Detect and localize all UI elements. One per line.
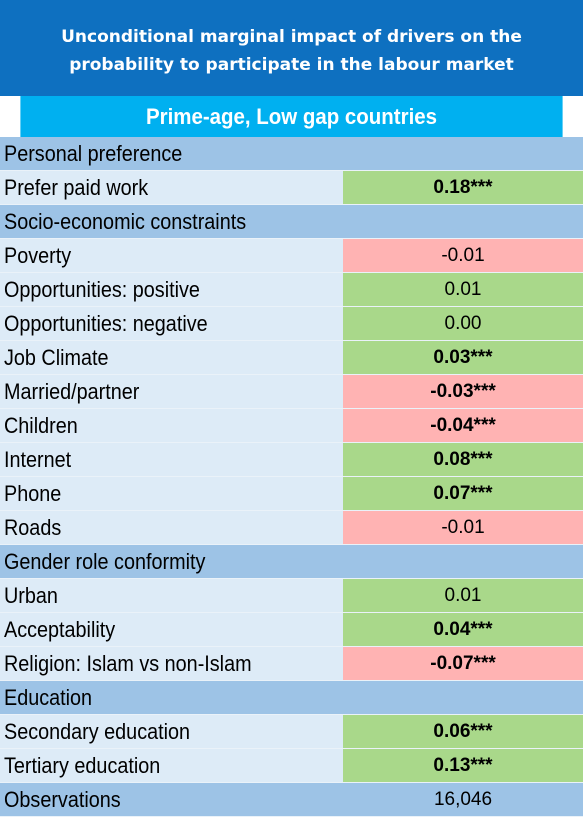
row-label-text: Phone (4, 481, 62, 506)
row-label-text: Observations (4, 787, 121, 812)
row-label-text: Urban (4, 583, 58, 608)
row-label: Religion: Islam vs non-Islam (0, 647, 343, 680)
row-label-text: Personal preference (4, 141, 183, 166)
coefficient-cell: 0.08*** (343, 443, 583, 476)
row-label: Roads (0, 511, 343, 544)
table-subtitle: Prime-age, Low gap countries (20, 96, 563, 137)
section-label: Socio-economic constraints (0, 205, 583, 238)
table-row: Married/partner -0.03*** (0, 375, 583, 409)
row-label: Tertiary education (0, 749, 343, 782)
row-label-text: Opportunities: positive (4, 277, 200, 302)
table-title-line-2: probability to participate in the labour… (69, 55, 514, 75)
row-label: Phone (0, 477, 343, 510)
section-header-row: Gender role conformity (0, 545, 583, 579)
row-label-text: Gender role conformity (4, 549, 206, 574)
table-title: Unconditional marginal impact of drivers… (0, 0, 583, 96)
row-label: Internet (0, 443, 343, 476)
row-label-text: Socio-economic constraints (4, 209, 247, 234)
coefficient-cell: 0.01 (343, 579, 583, 612)
row-label: Children (0, 409, 343, 442)
row-label: Married/partner (0, 375, 343, 408)
table-row: Tertiary education 0.13*** (0, 749, 583, 783)
table-row: Religion: Islam vs non-Islam -0.07*** (0, 647, 583, 681)
observations-row: Observations 16,046 (0, 783, 583, 817)
row-label-text: Roads (4, 515, 62, 540)
row-label-text: Opportunities: negative (4, 311, 208, 336)
coefficient-cell: 0.01 (343, 273, 583, 306)
table-row: Phone 0.07*** (0, 477, 583, 511)
row-label-text: Secondary education (4, 719, 191, 744)
coefficient-cell: 0.04*** (343, 613, 583, 646)
section-header-row: Personal preference (0, 137, 583, 171)
coefficient-cell: -0.04*** (343, 409, 583, 442)
section-header-row: Socio-economic constraints (0, 205, 583, 239)
coefficient-cell: -0.01 (343, 511, 583, 544)
coefficient-cell: -0.03*** (343, 375, 583, 408)
row-label-text: Tertiary education (4, 753, 161, 778)
row-label: Job Climate (0, 341, 343, 374)
row-label-text: Married/partner (4, 379, 140, 404)
coefficient-cell: 0.06*** (343, 715, 583, 748)
row-label-text: Internet (4, 447, 72, 472)
table-row: Opportunities: positive 0.01 (0, 273, 583, 307)
row-label-text: Acceptability (4, 617, 116, 642)
table-row: Urban 0.01 (0, 579, 583, 613)
table-row: Children -0.04*** (0, 409, 583, 443)
row-label: Poverty (0, 239, 343, 272)
row-label-text: Children (4, 413, 78, 438)
coefficient-cell: 0.07*** (343, 477, 583, 510)
section-label: Personal preference (0, 137, 583, 170)
marginal-impact-table: Personal preference Prefer paid work 0.18*… (0, 137, 583, 817)
table-row: Roads -0.01 (0, 511, 583, 545)
row-label: Opportunities: positive (0, 273, 343, 306)
row-label: Urban (0, 579, 343, 612)
row-label: Secondary education (0, 715, 343, 748)
section-label: Gender role conformity (0, 545, 583, 578)
table-row: Poverty -0.01 (0, 239, 583, 273)
table-row: Opportunities: negative 0.00 (0, 307, 583, 341)
observations-value: 16,046 (433, 789, 493, 810)
coefficient-cell: 0.18*** (343, 171, 583, 204)
row-label: Prefer paid work (0, 171, 343, 204)
row-label: Observations (0, 783, 343, 816)
table-row: Internet 0.08*** (0, 443, 583, 477)
table-row: Secondary education 0.06*** (0, 715, 583, 749)
row-label-text: Job Climate (4, 345, 109, 370)
coefficient-cell: 0.03*** (343, 341, 583, 374)
coefficient-cell: -0.07*** (343, 647, 583, 680)
row-label-text: Religion: Islam vs non-Islam (4, 651, 252, 676)
coefficient-cell: 0.00 (343, 307, 583, 340)
section-header-row: Education (0, 681, 583, 715)
row-label-text: Education (4, 685, 93, 710)
row-label-text: Poverty (4, 243, 72, 268)
table-row: Prefer paid work 0.18*** (0, 171, 583, 205)
coefficient-cell: -0.01 (343, 239, 583, 272)
table-row: Job Climate 0.03*** (0, 341, 583, 375)
coefficient-cell: 0.13*** (343, 749, 583, 782)
row-label-text: Prefer paid work (4, 175, 149, 200)
section-label: Education (0, 681, 583, 714)
row-label: Acceptability (0, 613, 343, 646)
row-label: Opportunities: negative (0, 307, 343, 340)
table-row: Acceptability 0.04*** (0, 613, 583, 647)
table-title-line-1: Unconditional marginal impact of drivers… (61, 27, 522, 47)
